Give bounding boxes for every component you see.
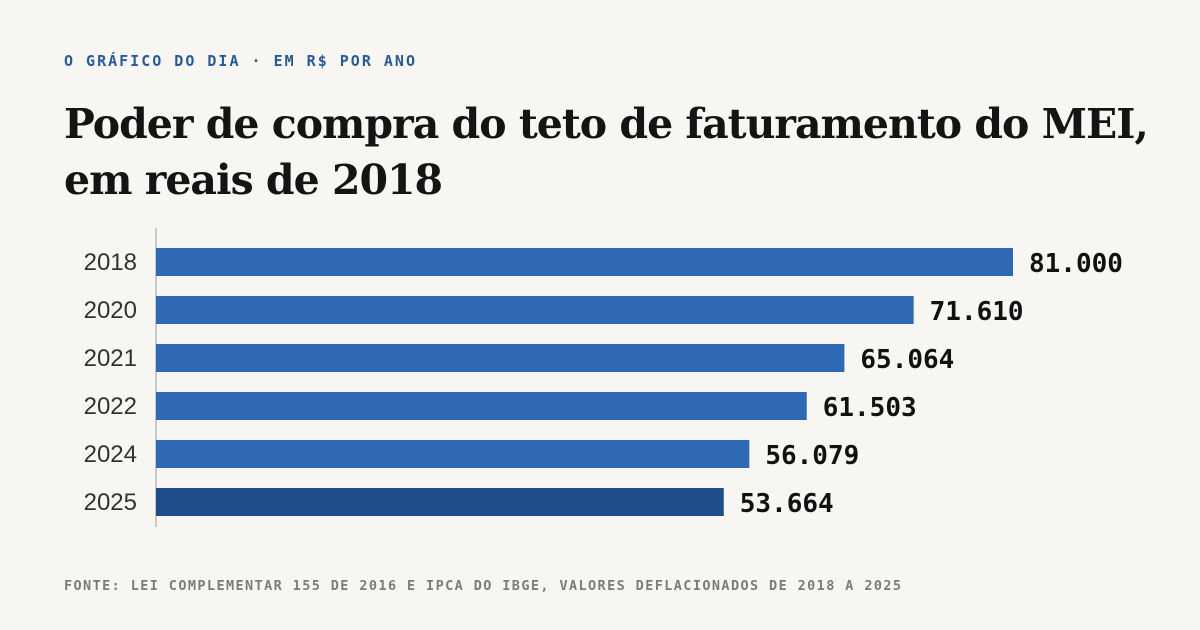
category-label-2025: 2025 [84, 489, 137, 516]
bar-2025 [156, 488, 724, 516]
category-label-2018: 2018 [84, 249, 137, 276]
source-note: FONTE: LEI COMPLEMENTAR 155 DE 2016 E IP… [64, 578, 903, 594]
category-label-2024: 2024 [84, 441, 137, 468]
value-label-2020: 71.610 [930, 297, 1024, 327]
category-label-2021: 2021 [84, 345, 137, 372]
bar-2021 [156, 344, 845, 372]
value-label-2018: 81.000 [1029, 249, 1123, 279]
bar-2018 [156, 248, 1013, 276]
category-label-2022: 2022 [84, 393, 137, 420]
chart-title-line-2: em reais de 2018 [64, 156, 443, 204]
bar-2022 [156, 392, 807, 420]
value-label-2021: 65.064 [860, 345, 954, 375]
value-label-2024: 56.079 [765, 441, 859, 471]
kicker: O GRÁFICO DO DIA · EM R$ POR ANO [64, 52, 417, 70]
chart-title-line-1: Poder de compra do teto de faturamento d… [64, 100, 1149, 148]
category-label-2020: 2020 [84, 297, 137, 324]
chart-title: Poder de compra do teto de faturamento d… [64, 96, 1164, 208]
value-label-2022: 61.503 [823, 393, 917, 423]
value-label-2025: 53.664 [740, 489, 834, 519]
bar-2020 [156, 296, 914, 324]
bar-2024 [156, 440, 750, 468]
